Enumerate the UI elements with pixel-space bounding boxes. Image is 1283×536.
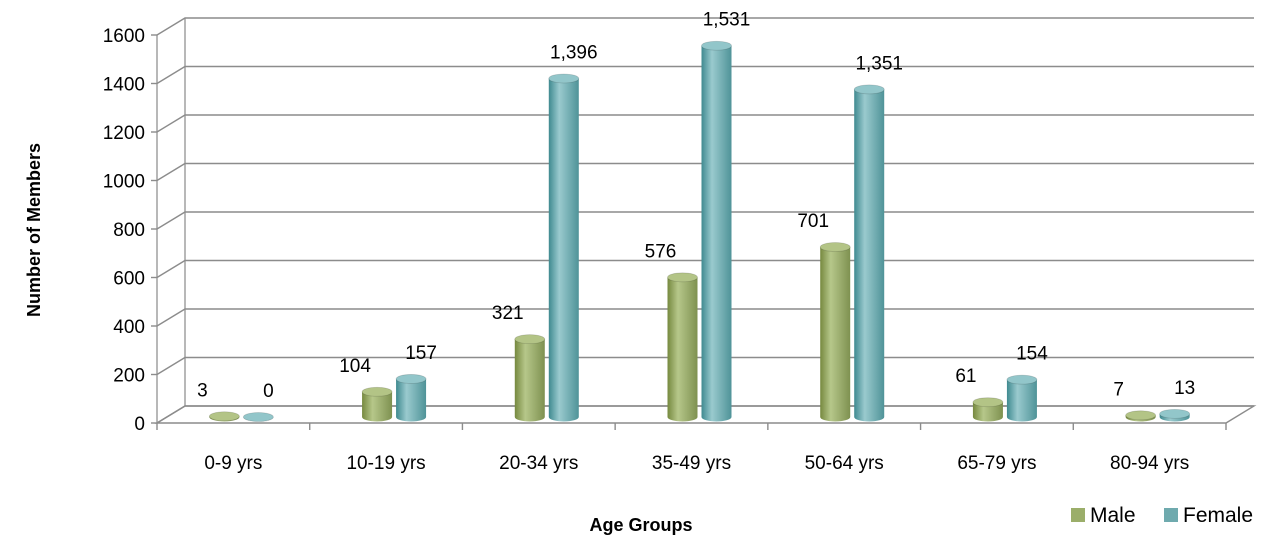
bar-male-5 <box>972 397 1004 422</box>
legend-label-male: Male <box>1090 504 1136 527</box>
x-tick-label: 10-19 yrs <box>346 453 425 474</box>
y-tick-label: 1600 <box>103 26 145 47</box>
y-tick-label: 1200 <box>103 123 145 144</box>
gridline <box>156 162 1254 182</box>
data-label-male: 104 <box>339 356 371 377</box>
data-label-female: 157 <box>405 343 437 364</box>
data-label-female: 1,531 <box>703 10 751 31</box>
y-axis-title: Number of Members <box>24 143 44 317</box>
y-tick-label: 1000 <box>103 172 145 193</box>
y-tick-label: 600 <box>113 269 145 290</box>
gridline <box>156 114 1254 133</box>
legend-label-female: Female <box>1183 504 1253 527</box>
y-tick-label: 200 <box>113 366 145 387</box>
x-tick-label: 65-79 yrs <box>957 453 1036 474</box>
bar-male-2 <box>514 334 546 422</box>
data-label-female: 13 <box>1174 378 1195 399</box>
gridline <box>156 308 1254 327</box>
gridline <box>156 211 1254 230</box>
y-tick-label: 400 <box>113 317 145 338</box>
y-tick-labels: 0 200 400 600 800 1000 1200 1400 1600 <box>103 26 145 435</box>
data-label-male: 7 <box>1113 379 1124 400</box>
bar-male-4 <box>819 242 851 422</box>
y-tick-label: 1400 <box>103 75 145 96</box>
data-label-female: 154 <box>1016 344 1048 365</box>
bar-female-6 <box>1159 408 1191 422</box>
x-tick-label: 80-94 yrs <box>1110 453 1189 474</box>
bar-female-4 <box>853 84 885 422</box>
data-label-male: 61 <box>955 366 976 387</box>
bar-male-6 <box>1125 410 1157 422</box>
data-label-female: 1,351 <box>855 53 903 74</box>
x-axis-title: Age Groups <box>589 515 692 535</box>
data-label-female: 0 <box>263 381 274 402</box>
bar-male-0 <box>208 411 240 422</box>
data-label-male: 701 <box>797 211 829 232</box>
data-label-male: 321 <box>492 303 524 324</box>
data-label-female: 1,396 <box>550 42 598 63</box>
bars <box>208 40 1191 422</box>
bar-female-1 <box>395 374 427 422</box>
data-labels: 3 104 321 576 701 61 7 0 157 1,396 1,531 1,351 154 13 <box>197 10 1195 402</box>
x-tick-label: 20-34 yrs <box>499 453 578 474</box>
data-label-male: 576 <box>645 241 677 262</box>
x-tick-labels: 0-9 yrs 10-19 yrs 20-34 yrs 35-49 yrs 50-64 … <box>204 453 1189 474</box>
legend: Male Female <box>1071 504 1253 527</box>
legend-swatch-female <box>1164 508 1178 522</box>
gridline <box>156 356 1254 376</box>
bar-female-0 <box>242 412 274 422</box>
gridline <box>156 259 1254 279</box>
x-tick-label: 50-64 yrs <box>805 453 884 474</box>
gridlines <box>151 17 1257 430</box>
bar-male-1 <box>361 386 393 422</box>
bar-female-3 <box>701 40 732 422</box>
gridline <box>156 65 1254 85</box>
bar-female-5 <box>1006 374 1038 422</box>
x-tick-label: 0-9 yrs <box>204 453 262 474</box>
y-tick-label: 800 <box>113 220 145 241</box>
legend-swatch-male <box>1071 508 1085 522</box>
x-tick-label: 35-49 yrs <box>652 453 731 474</box>
data-label-male: 3 <box>197 380 208 401</box>
floor <box>154 405 1257 424</box>
bar-female-2 <box>548 73 580 422</box>
y-tick-label: 0 <box>134 414 145 435</box>
gridline <box>156 17 1254 36</box>
bar-male-3 <box>667 272 698 422</box>
